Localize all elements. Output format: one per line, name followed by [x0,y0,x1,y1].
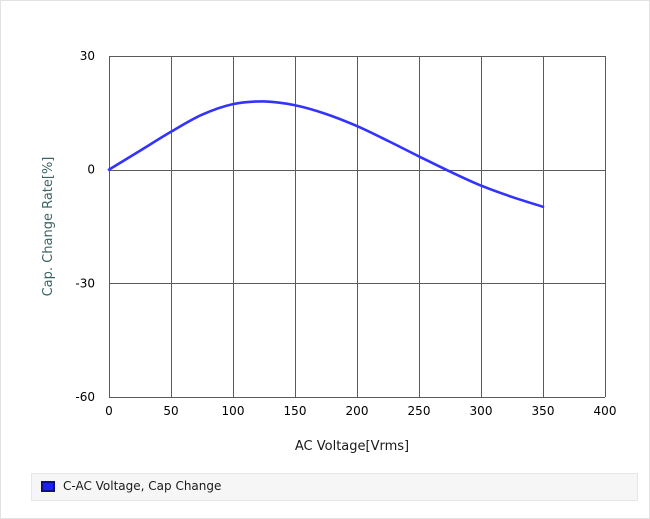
y-tick-label: -60 [75,390,95,404]
x-axis-title: AC Voltage[Vrms] [295,439,409,454]
y-axis-title: Cap. Change Rate[%] [41,157,56,297]
series-line [107,100,545,209]
x-tick-label: 300 [470,404,493,418]
y-tick-label: 30 [80,49,95,63]
x-tick-label: 250 [408,404,431,418]
series-layer [107,100,545,209]
x-tick-label: 200 [346,404,369,418]
legend-swatch-icon [41,481,55,492]
y-tick-label: 0 [87,163,95,177]
x-tick-label: 50 [163,404,178,418]
x-tick-label: 400 [594,404,617,418]
y-tick-label: -30 [75,276,95,290]
x-tick-label: 0 [105,404,113,418]
grid-lines [109,56,606,398]
legend-label: C-AC Voltage, Cap Change [63,479,222,493]
x-tick-label: 100 [222,404,245,418]
x-tick-label: 350 [532,404,555,418]
x-tick-label: 150 [284,404,307,418]
legend: C-AC Voltage, Cap Change [31,473,638,501]
